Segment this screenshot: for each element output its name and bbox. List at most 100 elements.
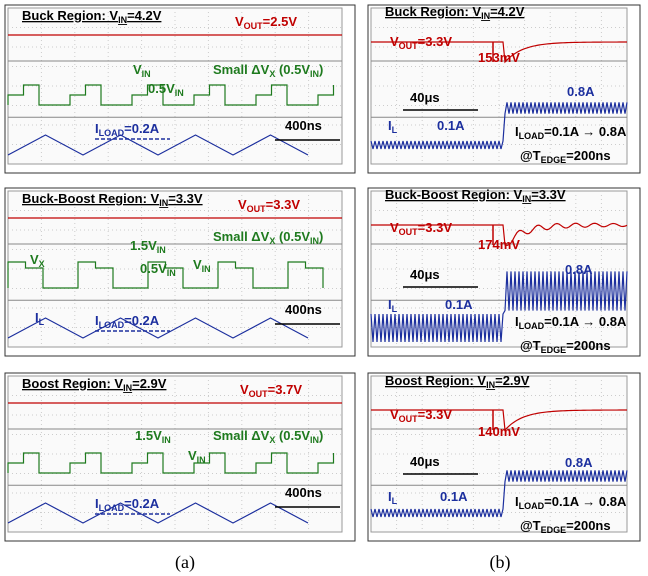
text-part: =3.3V [531,187,566,202]
text-part: 140mV [478,424,520,439]
text-part: 0.8A [565,455,593,470]
text-part: OUT [247,204,267,214]
waveform-label: 40μs [410,454,440,469]
text-part: OUT [399,41,419,51]
panel-title: Buck-Boost Region: VIN=3.3V [22,191,203,208]
text-part: 400ns [285,485,322,500]
text-part: 0.5V [140,261,167,276]
text-part: Buck-Boost Region: V [385,187,523,202]
text-part: =0.1A → 0.8A [544,494,627,509]
text-part: OUT [244,21,264,31]
waveform-label: 400ns [285,302,322,317]
text-part: =0.2A [124,313,160,328]
text-part: IN [167,268,176,278]
text-part: =3.3V [266,197,301,212]
text-part: @T [520,518,541,533]
text-part: IN [123,383,132,393]
text-part: 40μs [410,454,440,469]
waveform-label: Small ΔVX (0.5VIN) [213,62,323,79]
waveform-label: 174mV [478,237,520,252]
text-part: ) [319,229,323,244]
text-part: =0.2A [124,496,160,511]
text-part: =4.2V [127,8,162,23]
caption: (b) [490,552,511,573]
text-part: Small ΔV [213,229,270,244]
text-part: =2.5V [263,14,298,29]
text-part: V [390,34,399,49]
text-part: 0.5V [148,81,175,96]
text-part: 400ns [285,302,322,317]
text-part: IN [197,455,206,465]
text-part: Buck Region: V [385,4,481,19]
text-part: @T [520,148,541,163]
waveform-label: @TEDGE=200ns [520,338,611,355]
text-part: Boost Region: V [22,376,123,391]
text-part: EDGE [541,345,567,355]
waveform-label: 400ns [285,118,322,133]
text-part: 1.5V [135,428,162,443]
text-part: =4.2V [490,4,525,19]
text-part: IN [175,88,184,98]
text-part: LOAD [99,128,125,138]
panel-title: Boost Region: VIN=2.9V [385,373,530,390]
text-part: 0.1A [445,297,473,312]
text-part: =2.9V [132,376,167,391]
text-part: =0.2A [124,121,160,136]
text-part: Small ΔV [213,62,270,77]
text-part: ) [319,62,323,77]
text-part: V [390,220,399,235]
waveform-label: 40μs [410,90,440,105]
text-part: IN [162,435,171,445]
text-part: V [30,252,39,267]
text-part: =3.3V [418,220,453,235]
text-part: IN [310,236,319,246]
text-part: LOAD [519,131,545,141]
text-part: L [392,496,398,506]
text-part: (0.5V [275,428,310,443]
panel-title: Buck-Boost Region: VIN=3.3V [385,187,566,204]
waveform-label: Small ΔVX (0.5VIN) [213,428,323,445]
text-part: =3.3V [168,191,203,206]
text-part: IN [142,69,151,79]
text-part: LOAD [99,320,125,330]
text-part: 40μs [410,267,440,282]
text-part: 0.1A [440,489,468,504]
text-part: IN [159,198,168,208]
text-part: =2.9V [495,373,530,388]
figure: Buck Region: VIN=4.2VVOUT=2.5VVIN0.5VINS… [0,0,648,576]
text-part: V [240,382,249,397]
text-part: EDGE [541,155,567,165]
text-part: 0.8A [567,84,595,99]
panel-title: Boost Region: VIN=2.9V [22,376,167,393]
waveform-label: 0.8A [567,84,595,99]
text-part: 153mV [478,50,520,65]
waveform-label: 400ns [285,485,322,500]
text-part: 174mV [478,237,520,252]
panel-title: Buck Region: VIN=4.2V [22,8,162,25]
text-part: OUT [399,414,419,424]
text-part: Boost Region: V [385,373,486,388]
text-part: =3.3V [418,407,453,422]
text-part: IN [481,11,490,21]
text-part: IN [522,194,531,204]
text-part: 0.1A [437,118,465,133]
text-part: 0.8A [565,262,593,277]
text-part: LOAD [519,321,545,331]
text-part: ) [319,428,323,443]
text-part: V [238,197,247,212]
text-part: =200ns [566,148,610,163]
text-part: LOAD [519,501,545,511]
waveform-label: 0.1A [440,489,468,504]
text-part: V [188,448,197,463]
text-part: 1.5V [130,238,157,253]
text-part: OUT [249,389,269,399]
text-part: X [39,259,45,269]
text-part: IN [157,245,166,255]
waveform-label: 0.8A [565,262,593,277]
text-part: L [392,304,398,314]
text-part: Buck Region: V [22,8,118,23]
panel-title: Buck Region: VIN=4.2V [385,4,525,21]
waveform-label: 0.1A [445,297,473,312]
waveform-label: @TEDGE=200ns [520,518,611,535]
waveform-label: 0.8A [565,455,593,470]
